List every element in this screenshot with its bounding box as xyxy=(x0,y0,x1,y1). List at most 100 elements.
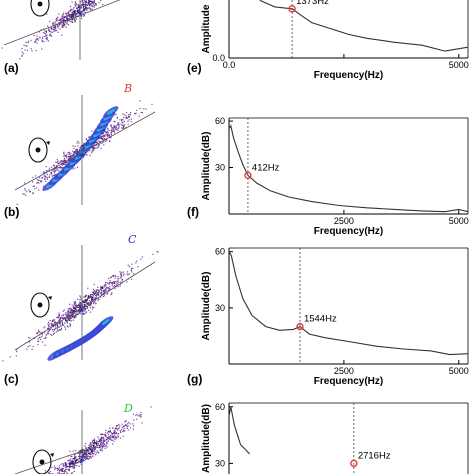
scatter-point xyxy=(74,301,76,303)
scatter-point xyxy=(60,17,62,19)
scatter-point xyxy=(93,290,95,292)
scatter-point xyxy=(37,338,39,340)
scatter-point xyxy=(83,2,85,4)
scatter-point xyxy=(95,4,97,6)
scatter-point xyxy=(121,271,123,274)
scatter-point xyxy=(77,298,79,300)
scatter-point xyxy=(43,185,45,187)
scatter-point xyxy=(114,282,116,284)
scatter-point xyxy=(54,321,56,324)
scatter-point xyxy=(69,308,71,310)
scatter-point xyxy=(81,10,83,12)
scatter-point xyxy=(125,425,128,427)
scatter-point xyxy=(105,432,107,434)
scatter-point xyxy=(47,327,49,329)
scatter-point xyxy=(66,313,68,315)
scatter-point xyxy=(134,113,136,115)
scatter-point xyxy=(85,300,88,302)
scatter-point xyxy=(72,8,74,10)
scatter-point xyxy=(58,320,60,322)
scatter-point xyxy=(65,469,67,471)
scatter-point xyxy=(145,108,147,110)
scatter-point xyxy=(57,467,59,469)
scatter-point xyxy=(53,329,56,331)
scatter-point xyxy=(133,419,135,421)
scatter-point xyxy=(68,160,70,162)
scatter-point xyxy=(55,167,57,169)
scatter-point xyxy=(88,300,91,302)
scatter-point xyxy=(61,15,63,17)
scatter-point xyxy=(47,332,49,334)
scatter-point xyxy=(67,318,69,320)
rotation-arrow xyxy=(28,137,48,163)
scatter-point xyxy=(75,459,77,461)
scatter-point xyxy=(85,449,87,451)
scatter-point xyxy=(104,131,106,133)
scatter-point xyxy=(124,430,126,432)
scatter-point xyxy=(113,440,115,442)
scatter-point xyxy=(55,165,58,167)
scatter-point xyxy=(94,292,97,294)
scatter-point xyxy=(125,127,127,129)
scatter-point xyxy=(66,157,68,159)
scatter-point xyxy=(69,319,71,321)
scatter-point xyxy=(37,340,39,342)
scatter-point xyxy=(114,285,116,287)
scatter-point xyxy=(60,166,62,168)
scatter-point xyxy=(113,130,115,132)
scatter-point xyxy=(124,421,126,423)
scatter-point xyxy=(84,11,86,13)
scatter-point xyxy=(56,322,58,324)
scatter-point xyxy=(58,323,60,325)
scatter-point xyxy=(66,15,68,17)
scatter-point xyxy=(73,7,75,9)
scatter-point xyxy=(64,326,66,328)
x-axis-label: Frequency(Hz) xyxy=(314,376,383,387)
scatter-point xyxy=(114,438,116,440)
scatter-point xyxy=(98,291,100,293)
scatter-point xyxy=(89,307,92,309)
scatter-point xyxy=(115,128,117,131)
scatter-point xyxy=(114,428,116,430)
scatter-point xyxy=(22,52,25,55)
scatter-point xyxy=(102,132,104,134)
scatter-point xyxy=(75,462,77,464)
scatter-point xyxy=(100,142,102,144)
scatter-point xyxy=(102,443,104,445)
scatter-point xyxy=(44,171,46,173)
scatter-point xyxy=(109,431,111,433)
scatter-point xyxy=(93,442,95,444)
scatter-point xyxy=(89,9,91,11)
scatter-point xyxy=(52,329,54,331)
scatter-point xyxy=(103,444,105,446)
scatter-point xyxy=(45,33,47,35)
scatter-point xyxy=(121,121,123,123)
scatter-point xyxy=(61,167,63,169)
scatter-point xyxy=(54,468,56,470)
scatter-point xyxy=(61,470,63,472)
scatter-point xyxy=(27,42,29,44)
scatter-point xyxy=(115,284,117,286)
scatter-point xyxy=(42,32,45,34)
scatter-point xyxy=(46,38,48,40)
scatter-point xyxy=(107,287,109,289)
scatter-point xyxy=(63,317,65,319)
scatter-point xyxy=(139,415,141,417)
scatter-point xyxy=(118,123,120,125)
scatter-point xyxy=(41,177,43,179)
scatter-point xyxy=(65,311,67,314)
scatter-point xyxy=(48,169,50,171)
scatter-point xyxy=(29,190,31,193)
scatter-point xyxy=(62,467,64,470)
scatter-point xyxy=(90,303,92,305)
scatter-point xyxy=(71,466,73,468)
scatter-point xyxy=(53,29,55,31)
scatter-point xyxy=(70,312,72,314)
scatter-point xyxy=(100,296,102,298)
scatter-point xyxy=(90,302,93,304)
scatter-point xyxy=(130,269,132,271)
scatter-point xyxy=(103,442,105,445)
y-tick-label: 30 xyxy=(215,163,225,173)
scatter-point xyxy=(89,4,91,7)
